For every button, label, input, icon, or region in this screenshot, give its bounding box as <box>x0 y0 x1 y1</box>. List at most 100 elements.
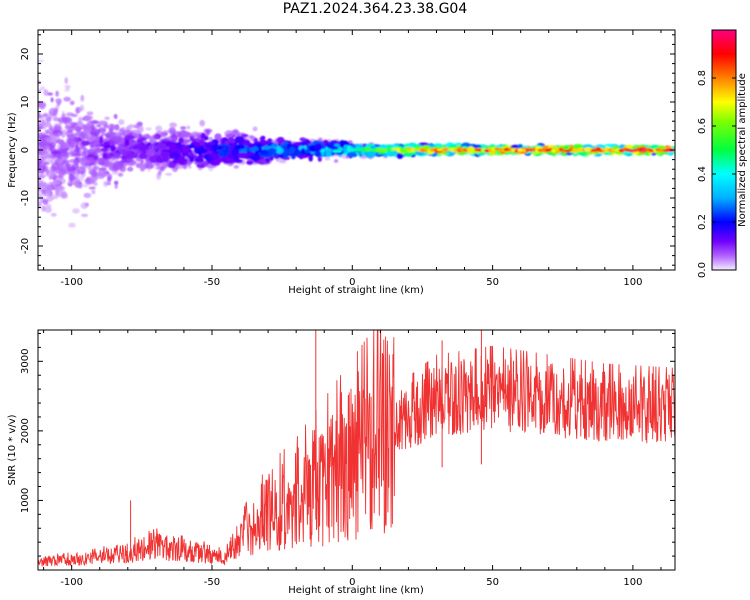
spectrogram-cell <box>67 138 72 145</box>
spectrogram-cell <box>237 152 249 159</box>
colorbar-tick-label: 0.0 <box>697 262 708 278</box>
spectrogram-cell <box>314 143 323 152</box>
spectrogram-cell <box>103 180 108 188</box>
spectrogram-cell <box>114 124 120 131</box>
spectrogram-cell <box>81 124 89 131</box>
spectrogram-cell <box>149 135 154 142</box>
spectrogram-cell <box>42 113 49 118</box>
spectrogram-cell <box>75 166 87 174</box>
spectrogram-cell <box>77 140 82 146</box>
spectrogram-y-tick-label: -10 <box>20 190 31 206</box>
spectrogram-cell <box>386 149 392 153</box>
spectrogram-cell <box>65 171 77 175</box>
spectrogram-cell <box>138 153 148 160</box>
snr-y-axis: 1000 2000 3000 <box>20 332 675 571</box>
spectrogram-cell <box>40 102 46 110</box>
spectrogram-cell <box>325 149 332 158</box>
spectrogram-cell <box>49 194 59 200</box>
spectrogram-cell <box>100 132 108 136</box>
spectrogram-cell <box>100 171 108 178</box>
spectrogram-cell <box>68 151 74 155</box>
spectrogram-cell <box>90 169 98 178</box>
spectrogram-cell <box>226 158 236 163</box>
snr-y-tick-label: 1000 <box>20 488 31 513</box>
spectrogram-cell <box>38 112 41 119</box>
spectrogram-cell <box>246 160 254 165</box>
spectrogram-cell <box>308 155 314 162</box>
spectrogram-cell <box>160 151 171 158</box>
spectrogram-cell <box>38 200 42 208</box>
spectrogram-cell <box>203 161 209 167</box>
spectrogram-cell <box>197 154 204 158</box>
spectrogram-cell <box>88 186 96 190</box>
spectrogram-cell <box>259 149 270 155</box>
spectrogram-y-label: Frequency (Hz) <box>7 112 18 188</box>
spectrogram-cell <box>330 146 339 151</box>
spectrogram-cell <box>40 86 45 91</box>
spectrogram-cell <box>103 141 111 146</box>
spectrogram-cell <box>224 130 235 138</box>
spectrogram-cell <box>50 212 57 217</box>
spectrogram-cell <box>47 153 52 158</box>
spectrogram-cell <box>140 167 145 172</box>
spectrogram-cell <box>52 129 63 137</box>
spectrogram-cell <box>257 159 267 166</box>
spectrogram-cell <box>52 140 59 144</box>
spectrogram-cell <box>332 149 342 153</box>
spectrogram-cell <box>128 139 137 147</box>
spectrogram-cell <box>127 124 135 129</box>
spectrogram-cell <box>206 141 215 146</box>
spectrogram-cell <box>170 135 178 141</box>
figure-title: PAZ1.2024.364.23.38.G04 <box>282 1 468 17</box>
spectrogram-cell <box>127 166 134 172</box>
spectrogram-cell <box>41 137 49 144</box>
spectrogram-cell <box>59 141 67 150</box>
spectrogram-cell <box>168 127 176 135</box>
spectrogram-cell <box>57 169 68 175</box>
spectrogram-cell <box>190 132 200 138</box>
snr-series-line <box>38 330 675 567</box>
spectrogram-cell <box>180 126 187 130</box>
spectrogram-y-tick-label: 0 <box>20 147 31 153</box>
colorbar-tick-label: 0.8 <box>697 70 708 86</box>
spectrogram-cell <box>50 150 62 155</box>
spectrogram-cell <box>169 122 178 128</box>
spectrogram-cell <box>72 126 83 131</box>
spectrogram-cell <box>49 125 54 132</box>
spectrogram-cell <box>324 157 331 161</box>
spectrogram-x-tick-label: 100 <box>623 277 642 288</box>
spectrogram-cell <box>102 152 108 159</box>
spectrogram-cell <box>45 137 54 143</box>
snr-x-tick-label: 50 <box>486 577 499 588</box>
spectrogram-cell <box>217 146 223 150</box>
spectrogram-cell <box>94 182 98 186</box>
spectrogram-cell <box>110 144 116 152</box>
spectrogram-cell <box>44 206 52 213</box>
spectrogram-cell <box>108 152 115 158</box>
spectrogram-cell <box>42 198 49 205</box>
snr-x-label: Height of straight line (km) <box>288 585 424 596</box>
spectrogram-cell <box>156 172 162 180</box>
spectrogram-cell <box>54 178 59 185</box>
spectrogram-cell <box>178 137 184 144</box>
spectrogram-cell <box>66 134 77 139</box>
spectrogram-cell <box>68 222 76 228</box>
spectrogram-cell <box>289 146 296 154</box>
spectrogram-cell <box>156 142 167 150</box>
spectrogram-cell <box>199 119 205 127</box>
spectrogram-cell <box>120 155 127 160</box>
spectrogram-cell <box>84 202 89 207</box>
spectrogram-cell <box>298 154 309 159</box>
spectrogram-cell <box>45 204 52 208</box>
spectrogram-cell <box>138 144 148 152</box>
spectrogram-cell <box>142 133 151 140</box>
spectrogram-cell <box>65 162 71 169</box>
spectrogram-cell <box>69 100 75 106</box>
spectrogram-cell <box>55 98 60 103</box>
spectrogram-cell <box>66 112 74 117</box>
snr-y-tick-label: 2000 <box>20 418 31 443</box>
spectrogram-cell <box>317 156 322 162</box>
spectrogram-marks <box>38 59 675 228</box>
spectrogram-cell <box>114 180 119 185</box>
spectrogram-cell <box>234 136 245 144</box>
